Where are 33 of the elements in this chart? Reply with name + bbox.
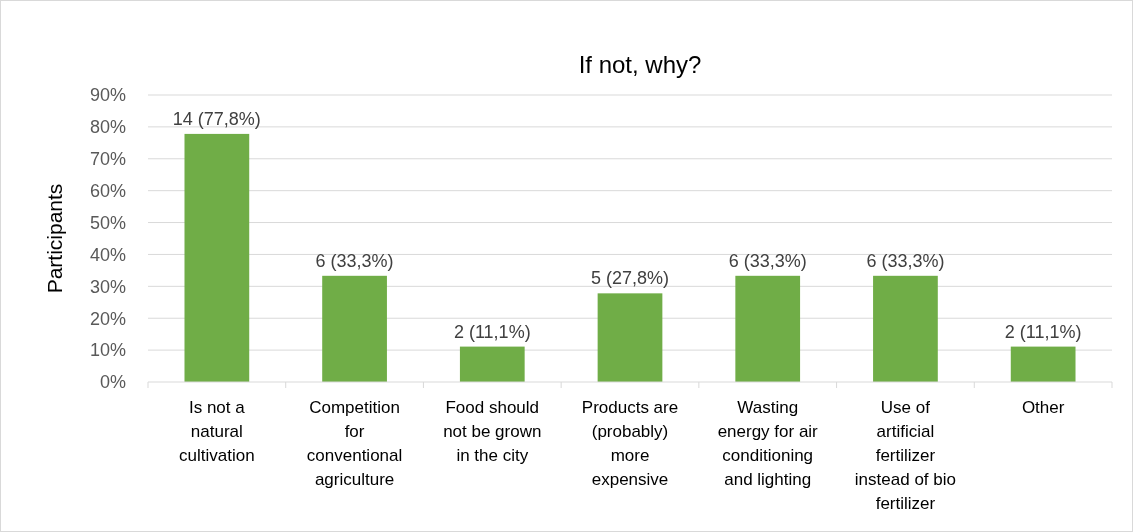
data-label: 14 (77,8%) (172, 108, 261, 129)
x-tick-label: Wasting energy for air conditioning and lighting (717, 398, 819, 489)
x-tick-label: Competition for conventional agriculture (306, 398, 403, 489)
bar (597, 293, 663, 382)
x-tick-label: Other (1021, 398, 1065, 417)
y-tick-label: 0% (99, 372, 126, 393)
y-tick-label: 30% (89, 276, 126, 297)
bar (735, 275, 801, 382)
data-label: 6 (33,3%) (866, 250, 945, 271)
y-tick-label: 50% (89, 212, 126, 233)
y-tick-label: 40% (89, 244, 126, 265)
y-tick-label: 80% (89, 117, 126, 138)
x-tick-label: Use of artificial fertilizer instead of bio fertilizer (854, 398, 956, 513)
x-tick-label: Is not a natural cultivation (179, 398, 255, 465)
data-label: 5 (27,8%) (590, 268, 670, 289)
chart-title: If not, why? (578, 51, 702, 78)
bar (184, 133, 250, 382)
bar (322, 275, 387, 382)
y-tick-label: 90% (89, 85, 126, 106)
data-label: 2 (11,1%) (453, 321, 531, 342)
bar (873, 275, 938, 382)
y-tick-label: 10% (89, 340, 126, 361)
x-tick-label: Food should not be grown in the city (443, 398, 542, 465)
y-tick-label: 70% (89, 149, 126, 170)
y-tick-label: 20% (89, 308, 126, 329)
data-label: 6 (33,3%) (728, 250, 807, 271)
bar (1010, 346, 1076, 382)
data-label: 2 (11,1%) (1004, 321, 1082, 342)
y-tick-label: 60% (89, 180, 126, 201)
data-label: 6 (33,3%) (315, 250, 394, 271)
y-axis-title: Participants (43, 183, 66, 294)
bar (459, 346, 525, 382)
x-tick-label: Products are (probably) more expensive (581, 398, 679, 489)
